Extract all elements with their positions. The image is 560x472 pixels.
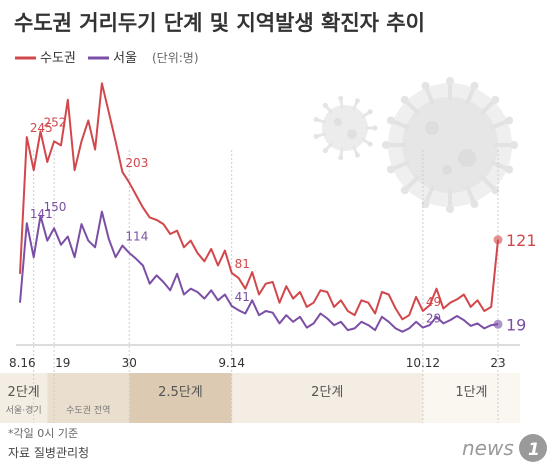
source-note: 자료 질병관리청	[8, 446, 89, 460]
virus-small-icon	[313, 95, 378, 161]
data-label-6: 141	[30, 207, 53, 221]
chart-title: 수도권 거리두기 단계 및 지역발생 확진자 추이	[14, 11, 425, 35]
x-tick-label-1: 19	[55, 356, 70, 370]
data-label-7: 150	[43, 200, 66, 214]
phase-label-0: 2단계	[8, 385, 40, 400]
x-tick-label-2: 30	[122, 356, 137, 370]
phase-sublabel-0: 서울·경기	[6, 404, 42, 416]
phase-label-3: 2단계	[311, 385, 343, 400]
phase-sublabel-1: 수도권 전역	[66, 404, 110, 416]
phase-band-0	[0, 373, 48, 423]
phase-band-4	[422, 373, 520, 423]
news1-logo-number: 1	[528, 440, 540, 460]
data-label-2: 203	[125, 156, 148, 170]
end-point-5	[493, 235, 503, 245]
x-tick-label-5: 23	[490, 356, 505, 370]
virus-illustration	[313, 77, 518, 213]
news1-logo: news 1	[462, 434, 547, 462]
news1-logo-badge-icon	[519, 434, 547, 462]
news1-logo-text: news	[462, 436, 514, 460]
legend-label-sudogwon: 수도권	[40, 51, 76, 66]
phase-band-1	[47, 373, 130, 423]
footnote: *각일 0시 기준	[8, 426, 78, 440]
x-tick-label-3: 9.14	[218, 356, 245, 370]
virus-large-icon	[382, 77, 518, 213]
phase-band-2	[129, 373, 232, 423]
data-label-10: 29	[426, 312, 441, 326]
data-label-0: 245	[30, 121, 53, 135]
data-label-1: 252	[43, 115, 66, 129]
x-tick-label-0: 8.16	[9, 356, 36, 370]
data-label-11: 19	[506, 315, 526, 334]
data-label-3: 81	[235, 257, 250, 271]
phase-label-4: 1단계	[455, 385, 487, 400]
series-lines	[19, 82, 499, 333]
data-label-9: 41	[235, 290, 250, 304]
unit-note: (단위:명)	[152, 51, 199, 65]
x-tick-label-4: 10.12	[406, 356, 440, 370]
end-point-11	[493, 319, 503, 329]
guide-lines	[33, 150, 499, 423]
series-line-1	[19, 210, 499, 333]
x-ticks: 8.16 19 30 9.14 10.12 23	[9, 356, 506, 370]
data-label-5: 121	[506, 231, 537, 250]
legend: 수도권 서울 (단위:명)	[15, 51, 199, 66]
series-line-0	[19, 82, 499, 321]
data-label-8: 114	[125, 230, 148, 244]
legend-label-seoul: 서울	[113, 51, 137, 66]
phase-label-2: 2.5단계	[158, 385, 203, 400]
data-label-4: 49	[426, 295, 441, 309]
phase-band-3	[231, 373, 423, 423]
